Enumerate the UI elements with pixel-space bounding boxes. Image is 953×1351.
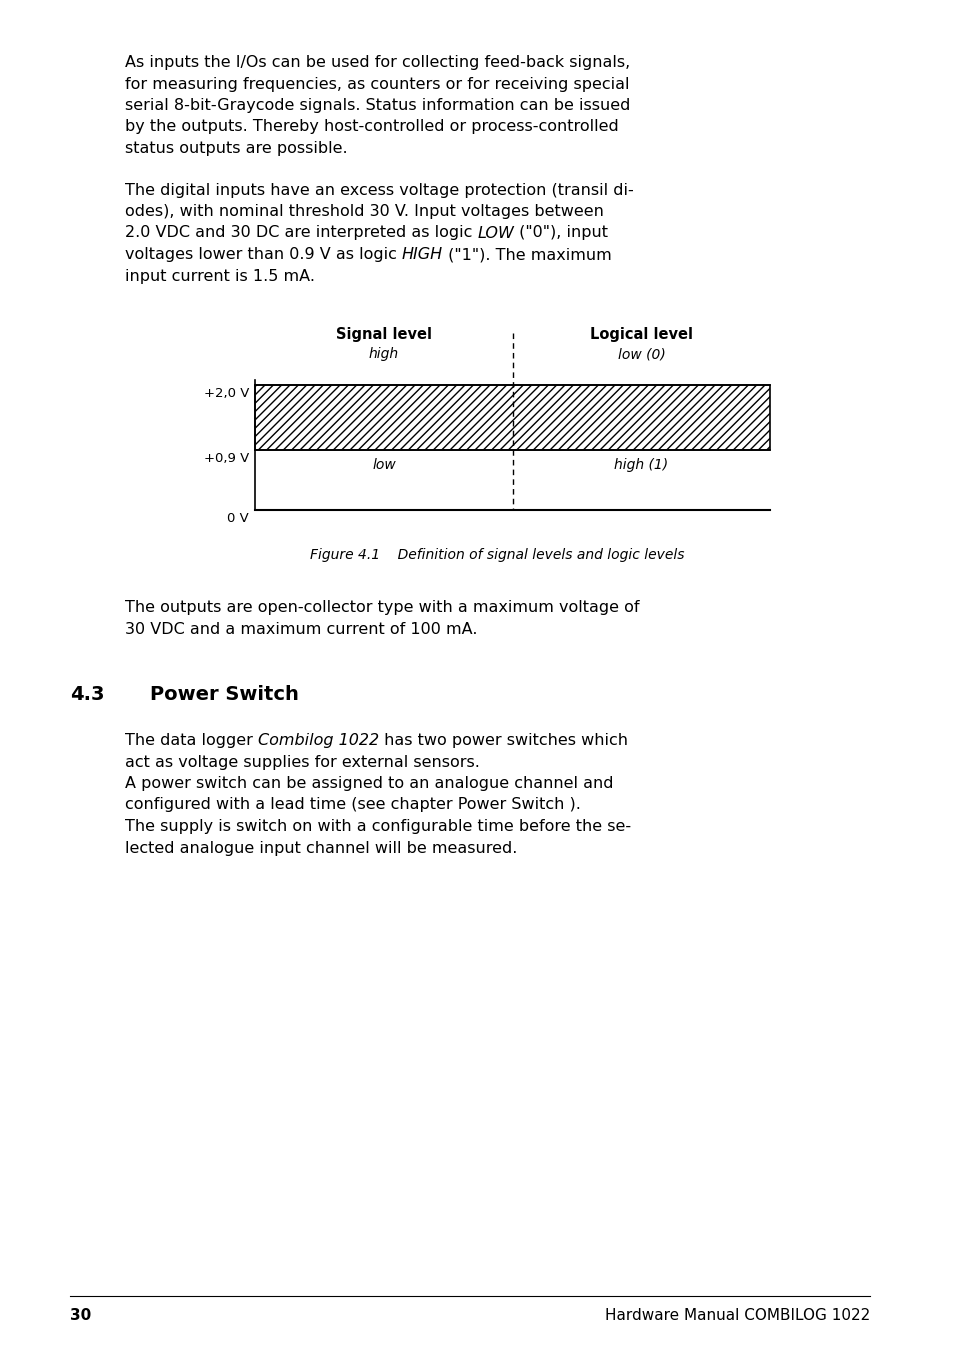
Text: Combilog 1022: Combilog 1022	[257, 734, 378, 748]
Text: ("1"). The maximum: ("1"). The maximum	[442, 247, 611, 262]
Text: The data logger: The data logger	[125, 734, 257, 748]
Text: A power switch can be assigned to an analogue channel and: A power switch can be assigned to an ana…	[125, 775, 613, 790]
Text: status outputs are possible.: status outputs are possible.	[125, 141, 347, 155]
Text: for measuring frequencies, as counters or for receiving special: for measuring frequencies, as counters o…	[125, 77, 629, 92]
Text: 4.3: 4.3	[70, 685, 105, 704]
Text: ("0"), input: ("0"), input	[514, 226, 608, 240]
Text: input current is 1.5 mA.: input current is 1.5 mA.	[125, 269, 314, 284]
Text: LOW: LOW	[477, 226, 514, 240]
Bar	[254, 385, 769, 450]
Text: odes), with nominal threshold 30 V. Input voltages between: odes), with nominal threshold 30 V. Inpu…	[125, 204, 603, 219]
Text: low (0): low (0)	[617, 347, 664, 361]
Text: high: high	[369, 347, 398, 361]
Text: Power Switch: Power Switch	[150, 685, 298, 704]
Text: As inputs the I/Os can be used for collecting feed-back signals,: As inputs the I/Os can be used for colle…	[125, 55, 630, 70]
Text: +0,9 V: +0,9 V	[204, 453, 249, 465]
Text: Hardware Manual COMBILOG 1022: Hardware Manual COMBILOG 1022	[604, 1308, 869, 1323]
Text: 30 VDC and a maximum current of 100 mA.: 30 VDC and a maximum current of 100 mA.	[125, 621, 477, 636]
Text: by the outputs. Thereby host-controlled or process-controlled: by the outputs. Thereby host-controlled …	[125, 119, 618, 135]
Text: 30: 30	[70, 1308, 91, 1323]
Text: +2,0 V: +2,0 V	[203, 386, 249, 400]
Text: lected analogue input channel will be measured.: lected analogue input channel will be me…	[125, 840, 517, 855]
Text: act as voltage supplies for external sensors.: act as voltage supplies for external sen…	[125, 754, 479, 770]
Text: 0 V: 0 V	[227, 512, 249, 526]
Text: 2.0 VDC and 30 DC are interpreted as logic: 2.0 VDC and 30 DC are interpreted as log…	[125, 226, 477, 240]
Text: high (1): high (1)	[614, 458, 668, 471]
Text: serial 8-bit-Graycode signals. Status information can be issued: serial 8-bit-Graycode signals. Status in…	[125, 99, 630, 113]
Text: The digital inputs have an excess voltage protection (transil di-: The digital inputs have an excess voltag…	[125, 182, 633, 197]
Text: Signal level: Signal level	[335, 327, 432, 342]
Text: HIGH: HIGH	[401, 247, 442, 262]
Text: low: low	[372, 458, 395, 471]
Text: The outputs are open-collector type with a maximum voltage of: The outputs are open-collector type with…	[125, 600, 639, 615]
Text: Figure 4.1    Definition of signal levels and logic levels: Figure 4.1 Definition of signal levels a…	[310, 549, 684, 562]
Text: has two power switches which: has two power switches which	[378, 734, 627, 748]
Text: voltages lower than 0.9 V as logic: voltages lower than 0.9 V as logic	[125, 247, 401, 262]
Text: Logical level: Logical level	[589, 327, 692, 342]
Text: configured with a lead time (see chapter Power Switch ).: configured with a lead time (see chapter…	[125, 797, 580, 812]
Text: The supply is switch on with a configurable time before the se-: The supply is switch on with a configura…	[125, 819, 631, 834]
